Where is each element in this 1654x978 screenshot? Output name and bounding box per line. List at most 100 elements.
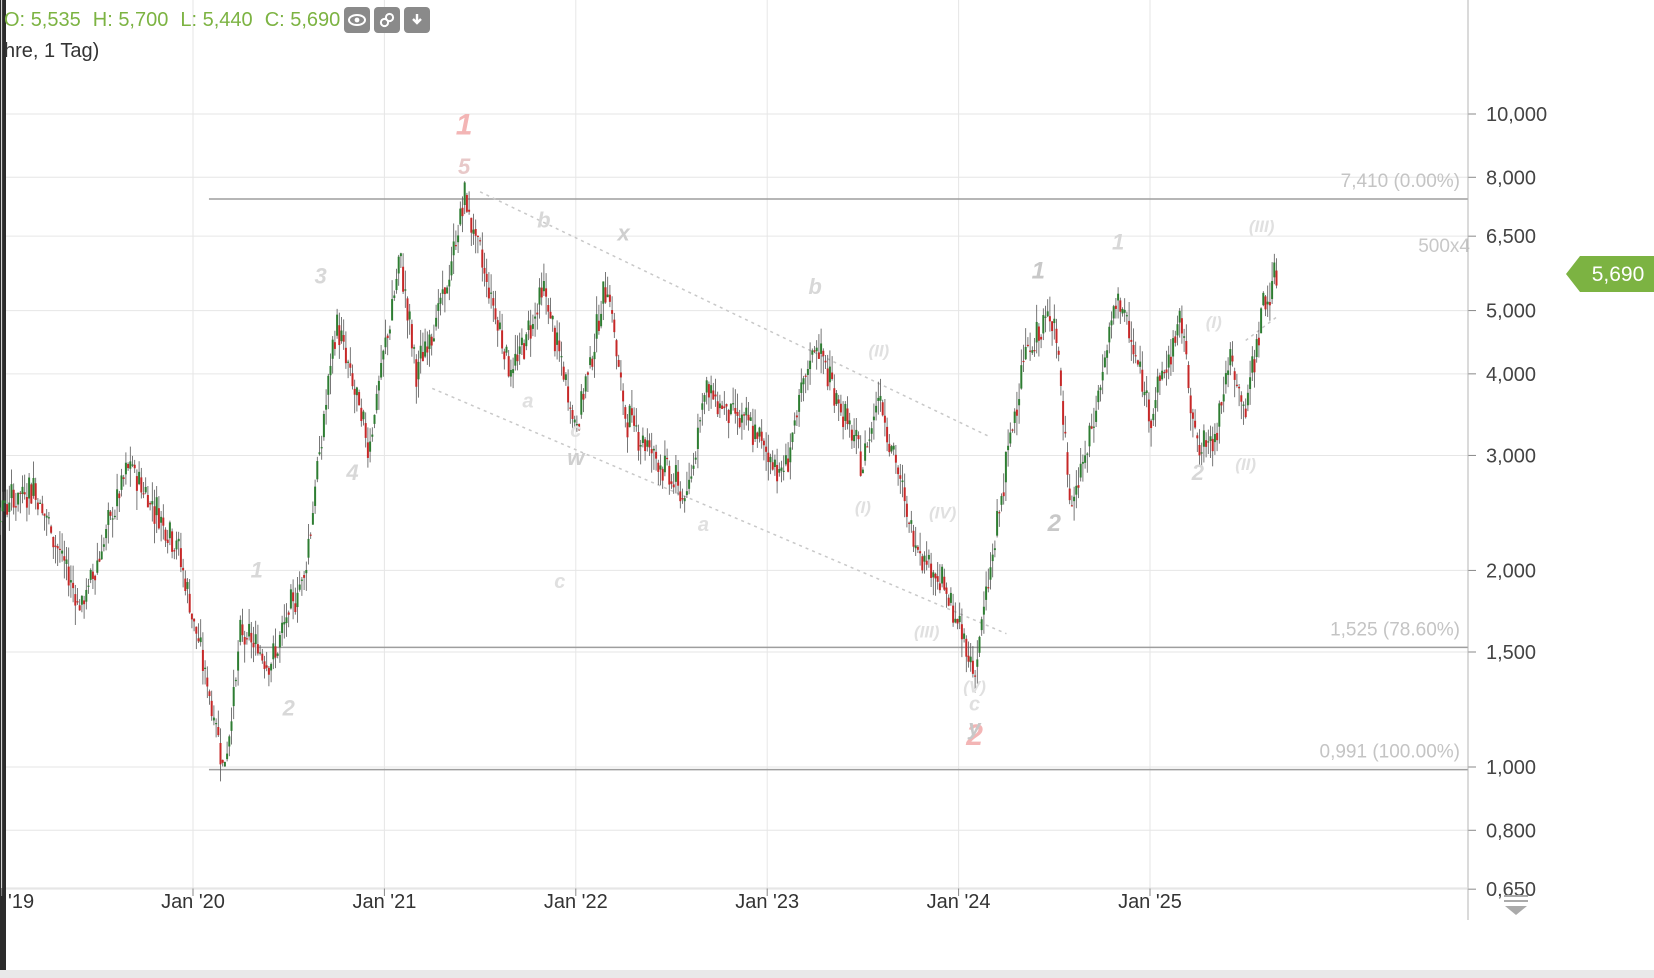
candle-body <box>960 624 963 640</box>
candle-body <box>327 375 330 395</box>
candle-body <box>1262 292 1265 306</box>
candle-body <box>998 512 1001 514</box>
candle-body <box>292 592 295 602</box>
candle-body <box>1022 360 1025 363</box>
x-tick-label: Jan '21 <box>352 891 416 913</box>
candle-body <box>413 347 416 349</box>
candle-body <box>364 423 367 438</box>
candle-body <box>1086 453 1089 455</box>
candle-body <box>155 497 158 516</box>
candle-body <box>1040 336 1043 340</box>
candle-body <box>395 278 398 291</box>
candle-body <box>905 503 908 517</box>
wave-label: 1 <box>456 109 473 142</box>
candle-body <box>1220 402 1223 406</box>
candle-body <box>230 721 233 731</box>
candle-body <box>193 618 196 622</box>
candle-body <box>771 462 774 470</box>
candle-body <box>1143 391 1146 396</box>
candle-body <box>971 660 974 674</box>
scale-note: 500x4 <box>1418 236 1470 257</box>
candle-body <box>611 310 614 314</box>
candle-body <box>91 571 94 579</box>
download-icon[interactable] <box>404 7 431 33</box>
candle-body <box>846 408 849 425</box>
candle-body <box>358 392 361 406</box>
candle-body <box>523 343 526 359</box>
candle-body <box>760 431 763 441</box>
wave-label: c <box>570 420 581 442</box>
candle-body <box>536 312 539 315</box>
candle-body <box>879 395 882 401</box>
candle-body <box>186 582 189 589</box>
candle-body <box>239 619 242 642</box>
candle-body <box>886 426 889 443</box>
y-axis: 10,000 8,000 6,500 5,000 4,000 3,000 2,000 1,50… <box>1467 0 1547 920</box>
candle-body <box>1229 349 1232 366</box>
candle-body <box>710 385 713 394</box>
candle-body <box>969 656 972 663</box>
candle-body <box>1200 452 1203 454</box>
wave-label: 2 <box>1047 510 1062 537</box>
candle-body <box>677 471 680 486</box>
candle-body <box>534 316 537 319</box>
candle-body <box>485 273 488 282</box>
candle-body <box>890 446 893 452</box>
link-icon[interactable] <box>374 7 401 33</box>
candle-body <box>404 289 407 291</box>
candle-body <box>648 440 651 448</box>
candle-body <box>923 555 926 562</box>
candle-body <box>10 484 13 499</box>
candle-body <box>105 529 108 539</box>
candle-body <box>943 576 946 590</box>
candle-body <box>391 299 394 321</box>
candle-body <box>1187 365 1190 389</box>
candle-body <box>613 319 616 333</box>
window-left-edge <box>0 0 6 978</box>
candle-body <box>743 414 746 416</box>
candle-body <box>1275 270 1278 286</box>
candle-body <box>221 759 224 763</box>
candle-body <box>124 462 127 475</box>
candle-body <box>690 476 693 479</box>
fibonacci-levels: 7,410 (0.00%) 1,525 (78.60%) 0,991 (100.00… <box>208 171 1468 771</box>
candle-body <box>701 403 704 410</box>
ohlc-low: L: 5,440 <box>180 8 253 31</box>
eye-icon[interactable] <box>344 7 371 33</box>
candle-body <box>1189 395 1192 414</box>
candle-body <box>1255 339 1258 358</box>
candle-body <box>36 502 39 510</box>
candle-body <box>454 245 457 247</box>
candle-body <box>732 403 735 405</box>
candle-body <box>494 308 497 320</box>
candle-body <box>276 653 279 656</box>
candle-body <box>481 249 484 268</box>
candle-body <box>270 663 273 671</box>
candle-body <box>1246 392 1249 406</box>
x-axis: '19 Jan '20 Jan '21 Jan '22 Jan '23 Jan '24 Ja… <box>1 887 1468 913</box>
candle-body <box>769 456 772 463</box>
candle-body <box>349 363 352 368</box>
candle-body <box>503 351 506 360</box>
candle-body <box>1112 306 1115 319</box>
candle-body <box>305 569 308 574</box>
candle-body <box>604 287 607 303</box>
collapse-panel-icon[interactable] <box>1502 893 1530 917</box>
candle-body <box>1216 432 1219 441</box>
candle-body <box>140 477 143 493</box>
candle-body <box>725 404 728 407</box>
candle-body <box>956 619 959 624</box>
candle-body <box>406 298 409 321</box>
candle-body <box>773 459 776 467</box>
candle-body <box>1125 315 1128 317</box>
candle-body <box>916 546 919 550</box>
candle-body <box>80 595 83 605</box>
wave-label: 4 <box>345 460 358 485</box>
candle-body <box>850 429 853 441</box>
candle-body <box>252 642 255 648</box>
candle-body <box>487 287 490 299</box>
candle-body <box>696 427 699 449</box>
candle-body <box>360 407 363 421</box>
candle-body <box>938 583 941 591</box>
